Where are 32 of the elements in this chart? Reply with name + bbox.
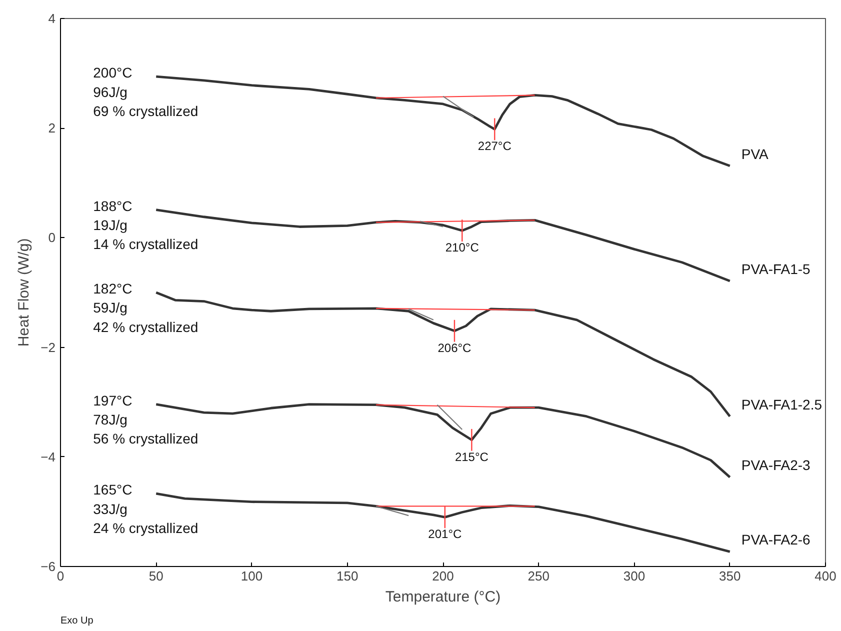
annotation: 201°C: [428, 527, 462, 542]
annotation: 215°C: [454, 450, 489, 464]
text: Exo Up: [60, 616, 94, 626]
y-axis-title: Heat Flow (W/g): [16, 238, 33, 347]
x-tick-label: 150: [336, 568, 358, 584]
x-axis-title: Temperature (°C): [385, 588, 501, 606]
annotation: 165°C 33J/g 24 % crystallized: [93, 482, 198, 536]
x-tick-label: 100: [240, 568, 263, 584]
series-label: PVA-FA2-3: [741, 457, 811, 474]
x-tick-label: 350: [719, 568, 741, 584]
series-label: PVA: [741, 146, 769, 162]
y-tick-label: 2: [48, 120, 56, 136]
y-tick-label: −6: [40, 559, 56, 574]
series-label: PVA-FA1-5: [741, 260, 811, 277]
x-tick-label: 200: [432, 568, 454, 584]
annotation: 197°C 78J/g 56 % crystallized: [93, 392, 198, 447]
series-label: PVA-FA2-6: [741, 532, 811, 548]
y-tick-label: −2: [40, 340, 56, 355]
annotation: 210°C: [445, 240, 480, 255]
y-tick-label: 0: [48, 230, 56, 246]
y-tick-label: −4: [40, 449, 56, 464]
x-tick-label: 250: [528, 568, 550, 584]
annotation: 182°C 59J/g 42 % crystallized: [93, 280, 198, 335]
x-tick-label: 50: [148, 568, 164, 584]
annotation: 227°C: [478, 139, 512, 154]
series-label: PVA-FA1-2.5: [741, 396, 822, 412]
y-tick-label: 4: [48, 11, 56, 26]
annotation: 188°C 19J/g 14 % crystallized: [93, 198, 198, 252]
x-tick-label: 300: [623, 568, 646, 584]
annotation: 200°C 96J/g 69 % crystallized: [93, 64, 198, 119]
x-tick-label: 400: [814, 568, 836, 584]
annotation: 206°C: [438, 340, 472, 355]
